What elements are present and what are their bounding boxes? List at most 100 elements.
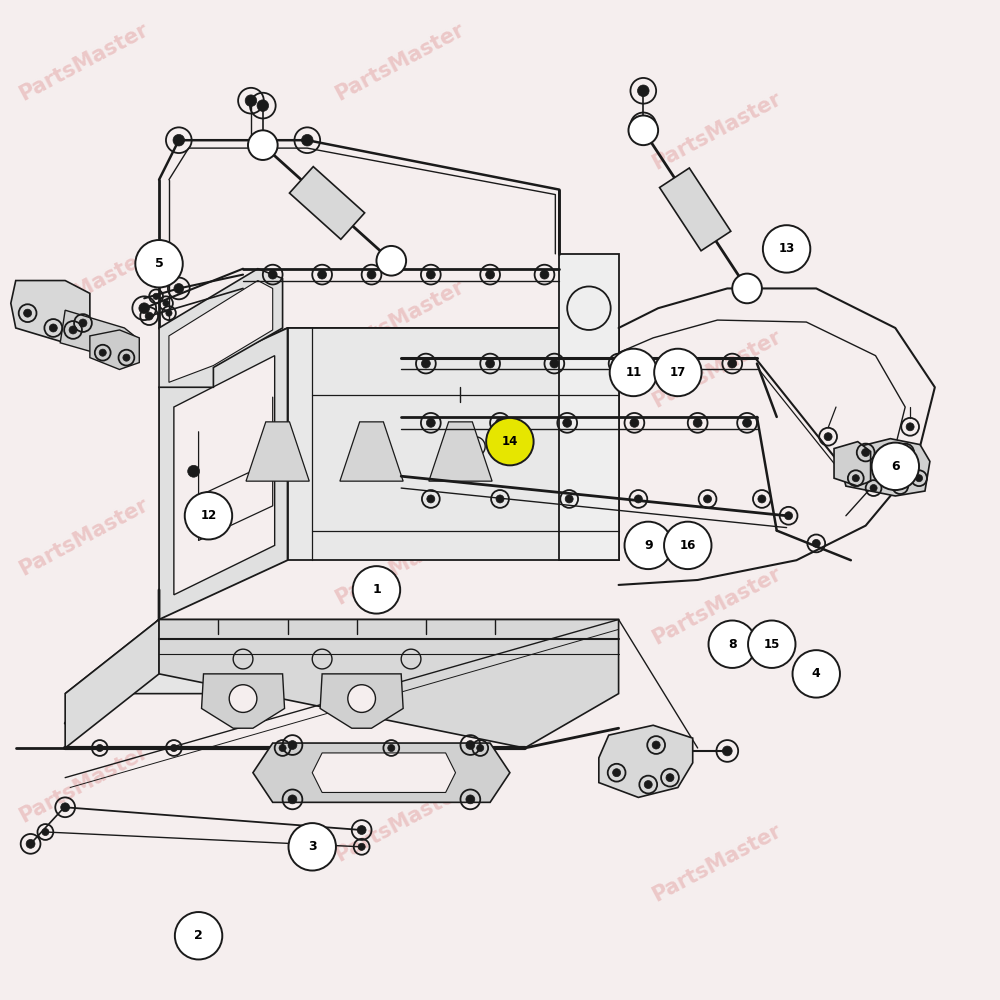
Text: 13: 13 [778, 242, 795, 255]
Circle shape [288, 795, 297, 804]
Circle shape [693, 418, 702, 427]
Text: PartsMaster: PartsMaster [332, 781, 468, 866]
Circle shape [288, 741, 297, 749]
Text: PartsMaster: PartsMaster [332, 277, 468, 362]
Circle shape [743, 418, 752, 427]
Text: PartsMaster: PartsMaster [332, 20, 468, 105]
Polygon shape [174, 356, 275, 595]
Circle shape [353, 566, 400, 614]
Circle shape [426, 270, 435, 279]
Circle shape [638, 120, 649, 131]
Circle shape [652, 741, 660, 749]
Circle shape [625, 522, 672, 569]
Circle shape [664, 522, 711, 569]
Circle shape [758, 495, 766, 503]
Circle shape [793, 650, 840, 698]
Circle shape [654, 349, 702, 396]
Circle shape [268, 270, 277, 279]
Circle shape [870, 485, 877, 492]
Circle shape [175, 912, 222, 959]
Circle shape [388, 744, 395, 752]
Text: PartsMaster: PartsMaster [16, 741, 152, 826]
Polygon shape [834, 442, 871, 486]
Circle shape [69, 326, 77, 334]
Circle shape [163, 300, 169, 306]
Polygon shape [90, 330, 139, 369]
Circle shape [145, 312, 153, 320]
Text: 16: 16 [680, 539, 696, 552]
Circle shape [348, 685, 375, 712]
Circle shape [466, 795, 475, 804]
Polygon shape [320, 674, 403, 728]
Circle shape [852, 475, 859, 482]
Circle shape [763, 225, 810, 273]
Circle shape [732, 274, 762, 303]
Circle shape [229, 685, 257, 712]
Polygon shape [159, 620, 619, 748]
Circle shape [550, 359, 559, 368]
Circle shape [728, 359, 737, 368]
Circle shape [466, 741, 475, 749]
Circle shape [496, 418, 504, 427]
Circle shape [563, 418, 572, 427]
Circle shape [610, 349, 657, 396]
Text: PartsMaster: PartsMaster [332, 524, 468, 609]
Circle shape [123, 354, 130, 361]
Text: 12: 12 [200, 509, 217, 522]
Circle shape [426, 418, 435, 427]
Circle shape [704, 495, 712, 503]
Text: 17: 17 [670, 366, 686, 379]
Circle shape [24, 309, 32, 317]
Circle shape [748, 621, 795, 668]
Text: 14: 14 [502, 435, 518, 448]
Polygon shape [246, 422, 309, 481]
Polygon shape [11, 281, 90, 343]
Circle shape [173, 134, 185, 146]
Circle shape [644, 781, 652, 789]
Circle shape [666, 774, 674, 782]
Circle shape [565, 495, 573, 503]
Polygon shape [288, 328, 619, 560]
Polygon shape [312, 753, 456, 792]
Circle shape [49, 324, 57, 332]
Circle shape [96, 744, 103, 752]
Text: 5: 5 [155, 257, 163, 270]
Text: 2: 2 [194, 929, 203, 942]
Polygon shape [429, 422, 492, 481]
Text: 8: 8 [728, 638, 737, 651]
Text: 4: 4 [812, 667, 821, 680]
Circle shape [872, 443, 919, 490]
Polygon shape [289, 167, 365, 239]
Polygon shape [159, 328, 288, 620]
Polygon shape [159, 328, 619, 387]
Circle shape [486, 418, 534, 465]
Polygon shape [202, 674, 285, 728]
Circle shape [153, 293, 159, 299]
Circle shape [166, 310, 172, 316]
Circle shape [722, 746, 732, 756]
Circle shape [358, 843, 365, 850]
Text: PartsMaster: PartsMaster [648, 326, 784, 411]
Circle shape [785, 512, 793, 520]
Circle shape [427, 495, 435, 503]
Circle shape [634, 495, 642, 503]
Circle shape [248, 130, 278, 160]
Circle shape [638, 85, 649, 97]
Circle shape [376, 246, 406, 276]
Circle shape [99, 349, 106, 356]
Circle shape [61, 803, 70, 812]
Polygon shape [841, 439, 930, 496]
Polygon shape [169, 281, 273, 382]
Text: 3: 3 [308, 840, 317, 853]
Text: 15: 15 [764, 638, 780, 651]
Circle shape [630, 418, 639, 427]
Circle shape [245, 95, 257, 106]
Text: 9: 9 [644, 539, 653, 552]
Polygon shape [599, 725, 693, 797]
Circle shape [862, 448, 870, 456]
Circle shape [901, 448, 909, 456]
Circle shape [79, 319, 87, 327]
Polygon shape [65, 620, 159, 748]
Circle shape [174, 284, 184, 293]
Text: PartsMaster: PartsMaster [648, 89, 784, 174]
